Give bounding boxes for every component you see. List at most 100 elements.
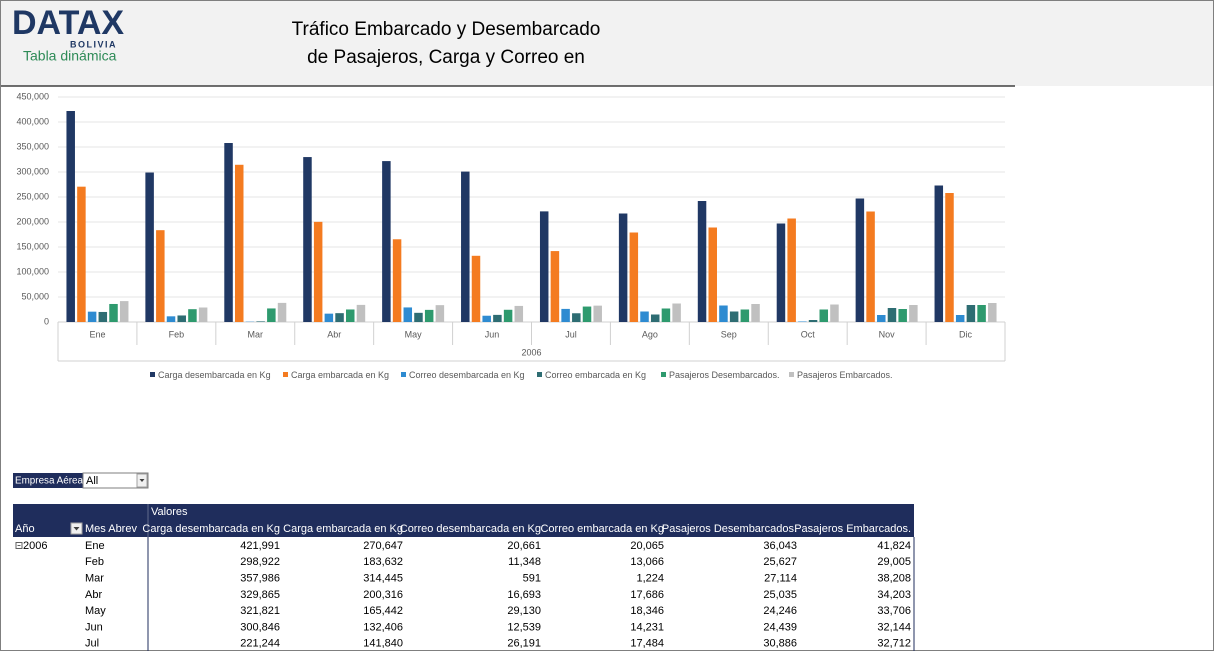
x-tick-label: Ene xyxy=(89,329,105,339)
bar xyxy=(787,218,796,322)
bar xyxy=(977,305,986,322)
value-cell: 27,114 xyxy=(764,573,797,585)
y-tick-label: 150,000 xyxy=(16,241,49,251)
bar xyxy=(798,321,807,322)
bar xyxy=(77,186,86,322)
bar xyxy=(887,308,897,322)
bar xyxy=(934,185,944,322)
legend-label: Pasajeros Desembarcados. xyxy=(669,370,780,380)
y-tick-label: 250,000 xyxy=(16,191,49,201)
dropdown-arrow xyxy=(139,479,145,482)
column-header: Pasajeros Embarcados. xyxy=(794,523,911,535)
value-cell: 13,066 xyxy=(630,556,664,568)
pivot-table: Empresa Aérea All Valores Año Mes Abrev Carga… xyxy=(13,472,915,651)
x-tick-label: Jun xyxy=(485,329,500,339)
month-cell: Abr xyxy=(85,589,102,601)
collapse-icon[interactable] xyxy=(15,542,23,549)
bar xyxy=(561,308,570,322)
filter-label-bg xyxy=(13,473,83,488)
x-tick-label: Abr xyxy=(327,329,341,339)
chart: 0 50,000 100,000 150,000 200,000 250,000 300,0… xyxy=(16,91,1006,380)
value-cell: 591 xyxy=(523,573,541,585)
bar xyxy=(87,311,97,322)
title-line: Tráfico Embarcado y Desembarcado xyxy=(292,19,601,40)
bar xyxy=(145,172,154,322)
bar xyxy=(966,305,976,322)
year-cell: 2006 xyxy=(23,540,47,552)
x-tick-label: May xyxy=(405,329,423,339)
legend-label: Carga embarcada en Kg xyxy=(291,370,389,380)
value-cell: 34,203 xyxy=(877,589,911,601)
month-cell: Mar xyxy=(85,573,104,585)
x-tick-label: Feb xyxy=(169,329,185,339)
value-cell: 29,005 xyxy=(877,556,911,568)
bar xyxy=(988,303,997,322)
x-tick-label: Jul xyxy=(565,329,577,339)
value-cell: 298,922 xyxy=(240,556,280,568)
bar xyxy=(119,301,129,322)
value-cell: 41,824 xyxy=(877,540,911,552)
value-cell: 183,632 xyxy=(363,556,403,568)
value-cell: 421,991 xyxy=(240,540,280,552)
bar xyxy=(482,315,491,322)
value-cell: 20,065 xyxy=(630,540,664,552)
bar xyxy=(256,321,265,322)
value-cell: 17,484 xyxy=(630,638,664,650)
filter-value: All xyxy=(86,475,98,487)
filter-arrow xyxy=(73,527,80,531)
value-cell: 30,886 xyxy=(763,638,797,650)
value-cell: 357,986 xyxy=(240,573,280,585)
bar xyxy=(514,305,524,322)
column-header: Correo embarcada en Kg xyxy=(540,523,664,535)
bar xyxy=(898,309,907,322)
values-header: Valores xyxy=(151,506,188,518)
value-cell: 329,865 xyxy=(240,589,280,601)
value-cell: 17,686 xyxy=(630,589,664,601)
legend-swatch xyxy=(661,372,666,377)
x-tick-label: Ago xyxy=(642,329,658,339)
value-cell: 32,712 xyxy=(877,638,911,650)
value-cell: 132,406 xyxy=(363,621,403,633)
bar xyxy=(392,239,402,322)
bar xyxy=(582,306,592,322)
legend-swatch xyxy=(789,372,794,377)
y-tick-label: 350,000 xyxy=(16,141,49,151)
legend-label: Pasajeros Embarcados. xyxy=(797,370,893,380)
sheet-label: Tabla dinámica xyxy=(23,48,117,64)
bar xyxy=(751,304,760,322)
y-tick-label: 50,000 xyxy=(21,291,49,301)
bar xyxy=(877,315,886,322)
legend-swatch xyxy=(537,372,542,377)
bar xyxy=(198,307,208,322)
value-cell: 141,840 xyxy=(363,638,403,650)
value-cell: 24,439 xyxy=(763,621,797,633)
bar xyxy=(819,309,829,322)
header-bar xyxy=(0,0,1214,86)
filter-label: Empresa Aérea xyxy=(15,476,83,487)
y-tick-label: 100,000 xyxy=(16,266,49,276)
bar xyxy=(855,198,865,322)
filter-dropdown[interactable] xyxy=(82,472,149,489)
value-cell: 25,627 xyxy=(763,556,797,568)
bar xyxy=(224,143,233,322)
value-cell: 26,191 xyxy=(507,638,541,650)
bar xyxy=(830,304,839,322)
legend-label: Correo desembarcada en Kg xyxy=(409,370,525,380)
column-header: Pasajeros Desembarcados. xyxy=(662,523,797,535)
y-tick-label: 400,000 xyxy=(16,116,49,126)
bar xyxy=(177,315,186,322)
bar xyxy=(808,320,818,322)
value-cell: 16,693 xyxy=(507,589,541,601)
value-cell: 25,035 xyxy=(763,589,797,601)
x-tick-label: Sep xyxy=(721,329,737,339)
bar xyxy=(550,251,560,322)
x-tick-label: Mar xyxy=(248,329,264,339)
bar xyxy=(539,211,549,322)
value-cell: 33,706 xyxy=(877,605,911,617)
legend-label: Carga desembarcada en Kg xyxy=(158,370,271,380)
bar xyxy=(471,255,481,322)
value-cell: 1,224 xyxy=(636,573,664,585)
value-cell: 270,647 xyxy=(363,540,403,552)
x-axis-label: 2006 xyxy=(521,347,541,357)
